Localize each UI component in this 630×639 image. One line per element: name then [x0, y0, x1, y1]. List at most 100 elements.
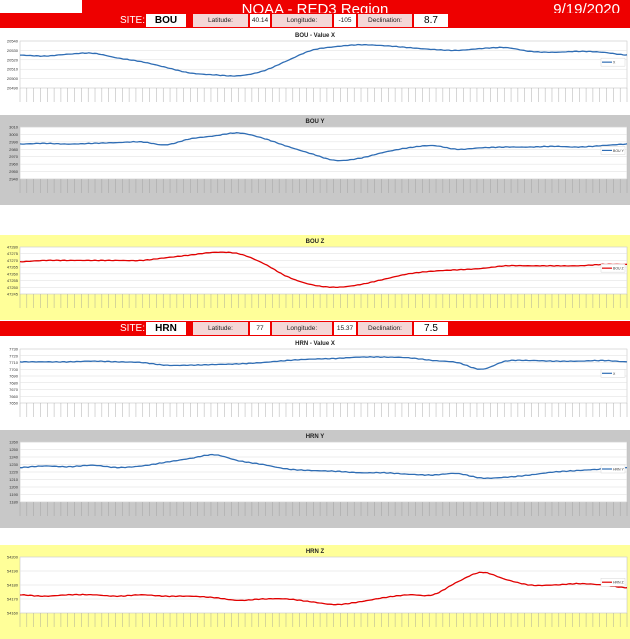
y-tick-label: 54200 — [7, 555, 19, 560]
chart-bou-x: BOU - Value X 20540 20530 20520 20510 20500 20… — [0, 29, 630, 114]
longitude-value: -105 — [334, 14, 356, 27]
y-tick-label: 47265 — [7, 265, 19, 270]
longitude-label: Longitude: — [272, 322, 332, 335]
y-tick-label: 20490 — [7, 86, 19, 91]
y-tick-label: 1260 — [9, 440, 19, 445]
legend-label: X — [613, 61, 616, 65]
declination-label: Declination: — [358, 322, 412, 335]
chart-bou-y: BOU Y 3010 3000 2990 2980 2970 2960 2950 2940 BOU… — [0, 115, 630, 205]
y-tick-label: 7690 — [9, 374, 19, 379]
chart-title: BOU Y — [306, 119, 325, 125]
site-name: HRN — [146, 322, 186, 335]
chart-title: HRN Y — [306, 434, 325, 440]
y-tick-label: 7670 — [9, 387, 19, 392]
latitude-value: 77 — [250, 322, 270, 335]
y-tick-label: 2940 — [9, 177, 19, 182]
y-tick-label: 1240 — [9, 455, 19, 460]
chart-title: HRN - Value X — [295, 341, 335, 347]
chart-panel-5: HRN Z 54200 54190 54180 54170 54160 HRN Z — [0, 545, 630, 639]
y-tick-label: 1180 — [9, 500, 18, 505]
y-tick-label: 47260 — [7, 271, 19, 276]
y-tick-label: 47280 — [7, 245, 19, 250]
y-tick-label: 7660 — [9, 394, 19, 399]
legend-label: HRN Z — [613, 581, 625, 585]
declination-value: 7.5 — [414, 322, 448, 335]
latitude-label: Latitude: — [193, 14, 248, 27]
chart-hrn-x: HRN - Value X773077207710770076907680767… — [0, 337, 630, 429]
y-tick-label: 7710 — [9, 360, 19, 365]
y-tick-label: 47270 — [7, 258, 19, 263]
chart-title: BOU Z — [306, 239, 325, 245]
series-line — [20, 453, 628, 480]
legend: BOU Z — [600, 263, 626, 273]
y-tick-label: 54190 — [7, 569, 19, 574]
chart-panel-3: HRN - Value X 7730 7720 7710 7700 7690 7680 767… — [0, 337, 630, 429]
y-tick-label: 3010 — [9, 125, 19, 130]
chart-hrn-y: HRN Y 1260 1250 1240 1230 1220 1210 1200 1190 118… — [0, 430, 630, 528]
y-tick-label: 54160 — [7, 611, 19, 616]
legend-label: BOU Y — [613, 149, 624, 153]
chart-panel-1: BOU Y 3010 3000 2990 2980 2970 2960 2950 2940 BOU… — [0, 115, 630, 205]
y-tick-label: 7680 — [9, 380, 19, 385]
legend-label: HRN Y — [613, 468, 624, 472]
legend: BOU Y — [600, 146, 626, 155]
site-bar-bou: SITE: BOU Latitude: 40.14 Longitude: -10… — [0, 13, 630, 28]
series-line — [19, 251, 628, 289]
site-label: SITE: — [120, 15, 146, 26]
chart-panel-4: HRN Y 1260 1250 1240 1230 1220 1210 1200 1190 118… — [0, 430, 630, 528]
y-tick-label: 2960 — [9, 162, 19, 167]
latitude-value: 40.14 — [250, 14, 270, 27]
legend-label: BOU Z — [613, 267, 625, 271]
chart-title: BOU - Value X — [295, 33, 335, 39]
latitude-label: Latitude: — [193, 322, 248, 335]
legend: HRN Z — [600, 578, 626, 587]
y-tick-label: 1190 — [9, 492, 18, 497]
site-label: SITE: — [120, 323, 146, 334]
series-line — [20, 43, 628, 77]
y-tick-label: 7730 — [9, 347, 19, 352]
site-name: BOU — [146, 14, 186, 27]
y-tick-label: 47245 — [7, 292, 19, 297]
series-line — [19, 356, 628, 370]
y-tick-label: 3000 — [9, 132, 19, 137]
y-tick-label: 7700 — [9, 367, 19, 372]
y-tick-label: 2970 — [9, 154, 19, 159]
longitude-value: 15.37 — [334, 322, 356, 335]
declination-label: Declination: — [358, 14, 412, 27]
y-tick-label: 1220 — [9, 470, 19, 475]
legend: HRN Y — [600, 464, 626, 474]
y-tick-label: 20540 — [7, 39, 19, 44]
chart-panel-2: BOU Z 47280 47275 47270 47265 47260 47255 47250… — [0, 235, 630, 320]
chart-title: HRN Z — [306, 549, 325, 555]
y-tick-label: 20530 — [7, 48, 19, 53]
plot-area — [19, 126, 628, 180]
legend-label: X — [613, 372, 616, 376]
y-tick-label: 20510 — [7, 67, 19, 72]
y-tick-label: 2950 — [9, 169, 19, 174]
y-tick-label: 20500 — [7, 76, 19, 81]
series-line — [19, 132, 628, 162]
y-tick-label: 1250 — [9, 447, 19, 452]
y-tick-label: 1230 — [9, 462, 19, 467]
y-tick-label: 54180 — [7, 583, 19, 588]
y-tick-label: 54170 — [7, 597, 19, 602]
series-line — [19, 571, 628, 606]
y-tick-label: 1200 — [9, 485, 19, 490]
chart-hrn-z: HRN Z 54200 54190 54180 54170 54160 HRN Z — [0, 545, 630, 639]
legend: X — [600, 57, 626, 67]
longitude-label: Longitude: — [272, 14, 332, 27]
y-tick-label: 20520 — [7, 57, 19, 62]
y-tick-label: 47255 — [7, 278, 19, 283]
legend: X — [600, 369, 626, 378]
y-tick-label: 47275 — [7, 251, 19, 256]
y-tick-label: 2990 — [9, 139, 19, 144]
y-tick-label: 7650 — [9, 401, 19, 406]
y-tick-label: 1210 — [9, 477, 19, 482]
site-bar-hrn: SITE: HRN Latitude: 77 Longitude: 15.37 … — [0, 321, 630, 336]
y-tick-label: 2980 — [9, 147, 19, 152]
y-tick-label: 7720 — [9, 353, 19, 358]
chart-panel-0: BOU - Value X 20540 20530 20520 20510 20500 20… — [0, 29, 630, 114]
y-tick-label: 47250 — [7, 285, 19, 290]
declination-value: 8.7 — [414, 14, 448, 27]
